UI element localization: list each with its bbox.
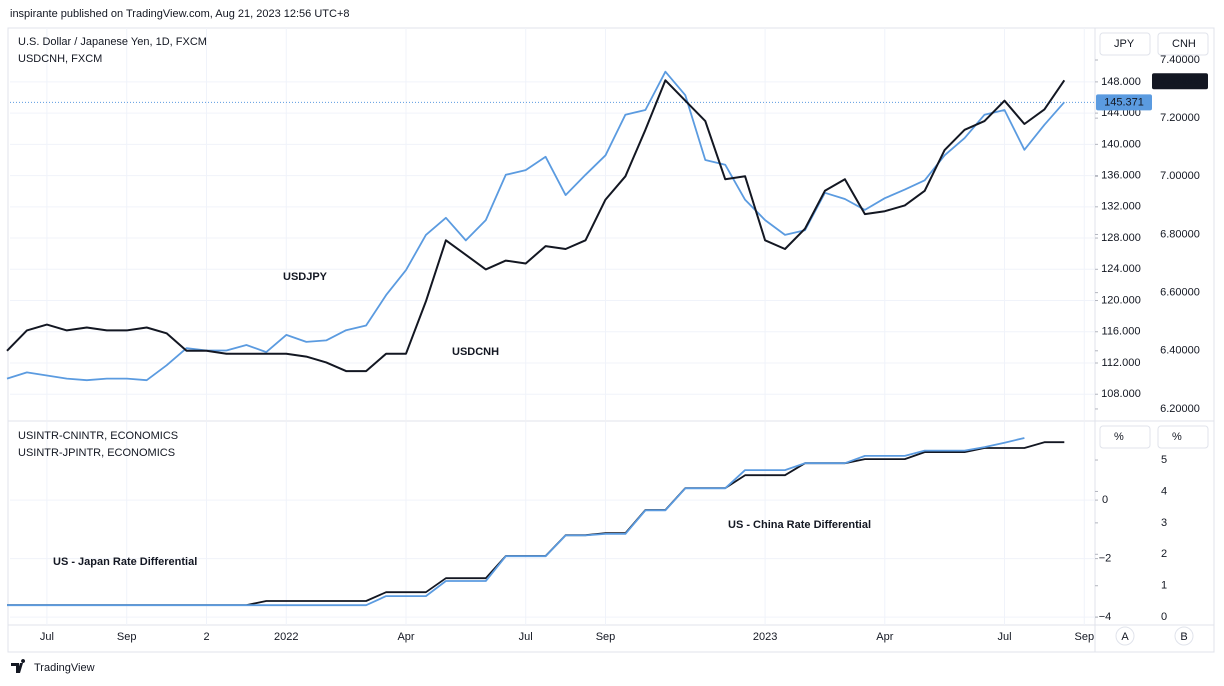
unit-label[interactable]: % bbox=[1172, 431, 1182, 443]
y-tick-label: 0 bbox=[1102, 494, 1108, 506]
y-tick-label: 4 bbox=[1161, 485, 1167, 497]
brand: TradingView bbox=[34, 662, 95, 674]
unit-button[interactable] bbox=[1099, 32, 1151, 56]
x-tick-label: Sep bbox=[1075, 631, 1095, 643]
legend-entry: USDCNH, FXCM bbox=[18, 53, 102, 65]
legend-entry: USINTR-JPINTR, ECONOMICS bbox=[18, 447, 175, 459]
y-tick-label: 112.000 bbox=[1102, 357, 1141, 369]
legend-entry: U.S. Dollar / Japanese Yen, 1D, FXCM bbox=[18, 36, 207, 48]
unit-label[interactable]: % bbox=[1114, 431, 1124, 443]
unit-button[interactable] bbox=[1099, 425, 1151, 449]
x-tick-label: Sep bbox=[117, 631, 137, 643]
series-annotation: USDCNH bbox=[452, 346, 499, 358]
logo-icon bbox=[11, 659, 26, 673]
scale-button-label[interactable]: B bbox=[1180, 631, 1187, 643]
publish-note: inspirante published on TradingView.com,… bbox=[10, 8, 350, 20]
x-tick-label: Jul bbox=[997, 631, 1011, 643]
unit-label[interactable]: JPY bbox=[1114, 38, 1135, 50]
y-tick-label: 6.60000 bbox=[1160, 287, 1200, 299]
x-tick-label: Sep bbox=[596, 631, 616, 643]
y-tick-label: 7.20000 bbox=[1160, 112, 1200, 124]
series-line bbox=[7, 437, 1025, 607]
y-tick-label: 140.000 bbox=[1101, 138, 1141, 150]
y-tick-label: 116.000 bbox=[1102, 326, 1141, 338]
x-tick-label: Jul bbox=[40, 631, 54, 643]
y-tick-label: 2 bbox=[1161, 548, 1167, 560]
unit-label[interactable]: CNH bbox=[1172, 38, 1196, 50]
x-tick-label: 2 bbox=[203, 631, 209, 643]
series-line bbox=[7, 441, 1065, 606]
price-badge-label: 145.371 bbox=[1104, 96, 1144, 108]
price-badge bbox=[1152, 73, 1208, 90]
y-tick-label: 6.40000 bbox=[1160, 345, 1200, 357]
x-tick-label: Apr bbox=[876, 631, 893, 643]
y-tick-label: 124.000 bbox=[1101, 263, 1141, 275]
y-tick-label: 1 bbox=[1161, 580, 1167, 592]
y-tick-label: 148.000 bbox=[1101, 76, 1141, 88]
y-tick-label: 108.000 bbox=[1101, 388, 1141, 400]
scale-button[interactable] bbox=[1174, 626, 1194, 646]
y-tick-label: 5 bbox=[1161, 454, 1167, 466]
unit-button[interactable] bbox=[1157, 425, 1209, 449]
price-badge-label: 7.32686 bbox=[1160, 75, 1200, 87]
y-tick-label: 6.80000 bbox=[1160, 228, 1200, 240]
unit-button[interactable] bbox=[1157, 32, 1209, 56]
chart-frame bbox=[7, 27, 1215, 653]
price-badge bbox=[1096, 94, 1152, 111]
scale-button[interactable] bbox=[1115, 626, 1135, 646]
y-tick-label: 0 bbox=[1161, 611, 1167, 623]
x-tick-label: Jul bbox=[519, 631, 533, 643]
x-tick-label: Apr bbox=[397, 631, 414, 643]
y-tick-label: 3 bbox=[1161, 517, 1167, 529]
y-tick-label: 7.40000 bbox=[1160, 54, 1200, 66]
legend-entry: USINTR-CNINTR, ECONOMICS bbox=[18, 430, 178, 442]
y-tick-label: 128.000 bbox=[1101, 232, 1141, 244]
y-tick-label: 6.20000 bbox=[1160, 403, 1200, 415]
series-line bbox=[6, 79, 1066, 373]
series-annotation: USDJPY bbox=[283, 271, 328, 283]
y-tick-label: 7.00000 bbox=[1160, 170, 1200, 182]
x-tick-label: 2023 bbox=[753, 631, 777, 643]
x-tick-label: 2022 bbox=[274, 631, 298, 643]
y-tick-label: 136.000 bbox=[1101, 169, 1141, 181]
series-annotation: US - Japan Rate Differential bbox=[53, 556, 197, 568]
tradingview-logo: TradingView bbox=[11, 659, 95, 674]
y-tick-label: −2 bbox=[1099, 553, 1112, 565]
y-tick-label: −4 bbox=[1099, 611, 1112, 623]
y-tick-label: 132.000 bbox=[1101, 201, 1141, 213]
series-annotation: US - China Rate Differential bbox=[728, 519, 871, 531]
series-line bbox=[6, 70, 1065, 382]
y-tick-label: 120.000 bbox=[1101, 294, 1141, 306]
scale-button-label[interactable]: A bbox=[1121, 631, 1129, 643]
